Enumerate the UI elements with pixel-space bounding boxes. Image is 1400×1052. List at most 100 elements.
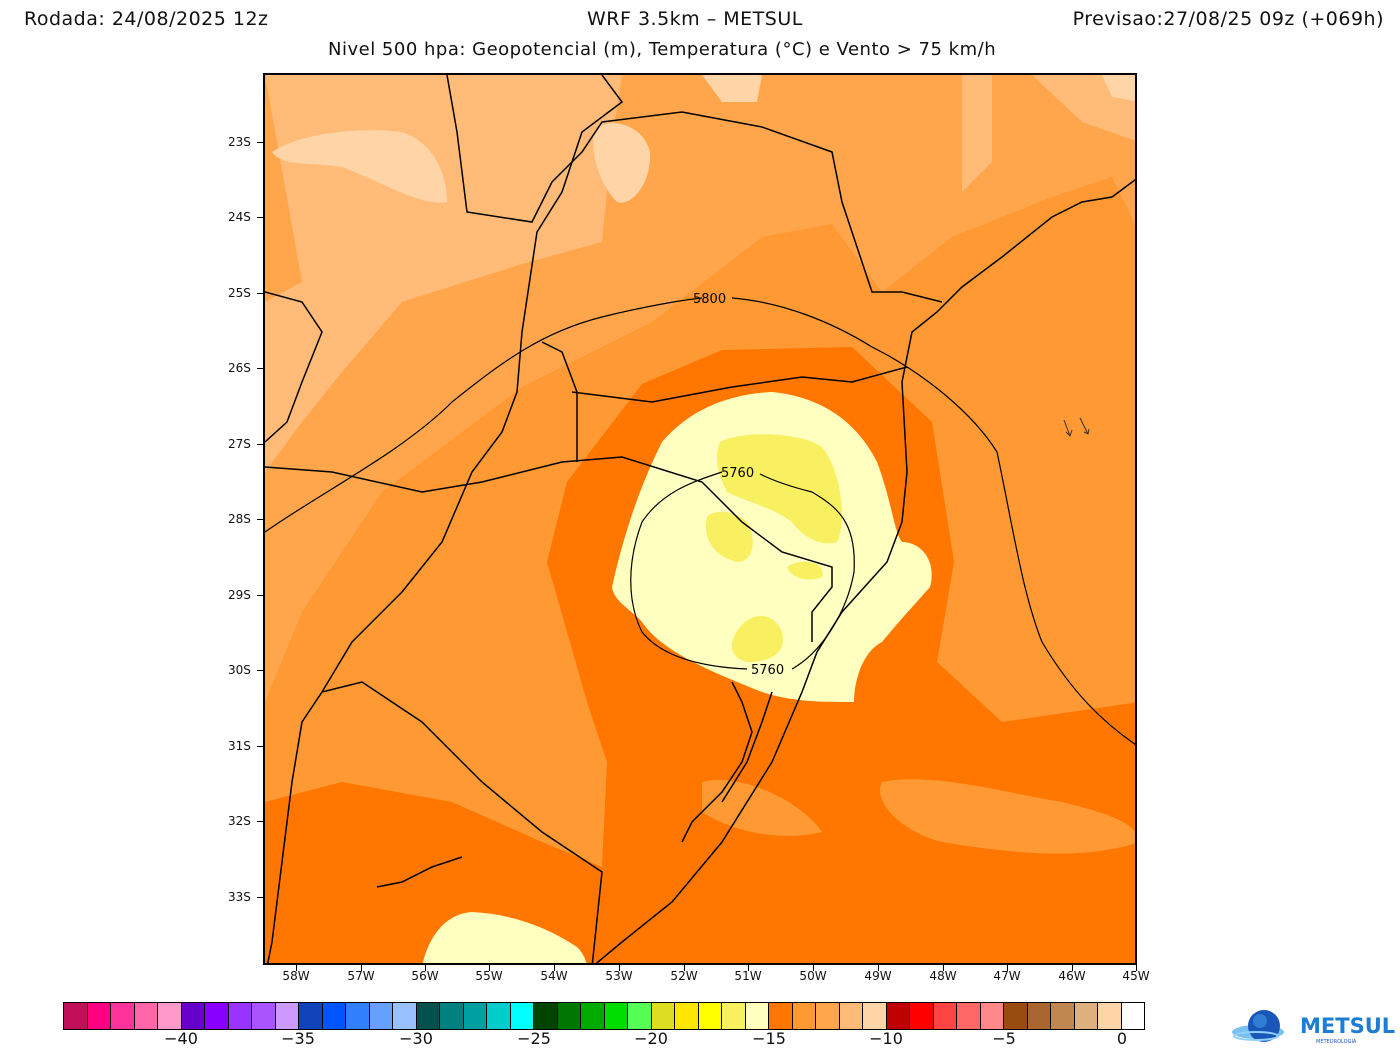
colorbar-swatch bbox=[1098, 1003, 1122, 1029]
lon-tick bbox=[684, 965, 685, 971]
lon-label: 57W bbox=[347, 969, 375, 983]
colorbar-swatch bbox=[886, 1003, 910, 1029]
lon-tick bbox=[1072, 965, 1073, 971]
lon-tick bbox=[489, 965, 490, 971]
colorbar-swatch bbox=[769, 1003, 793, 1029]
svg-text:METEOROLOGIA: METEOROLOGIA bbox=[1316, 1039, 1357, 1045]
colorbar-swatch bbox=[299, 1003, 323, 1029]
lon-tick bbox=[361, 965, 362, 971]
contour-label-5760: 5760 bbox=[721, 466, 754, 481]
colorbar-label: −35 bbox=[281, 1029, 315, 1048]
lat-label: 31S bbox=[228, 739, 251, 753]
lat-tick bbox=[257, 368, 263, 369]
colorbar-swatch bbox=[980, 1003, 1004, 1029]
colorbar-swatch bbox=[393, 1003, 417, 1029]
state-border bbox=[571, 366, 908, 403]
coastline bbox=[595, 179, 1135, 963]
lat-label: 27S bbox=[228, 437, 251, 451]
temp-field-peach bbox=[265, 75, 1135, 472]
state-border bbox=[265, 291, 323, 443]
forecast-time-label: Previsao:27/08/25 09z (+069h) bbox=[1072, 8, 1384, 30]
lat-label: 32S bbox=[228, 814, 251, 828]
colorbar-swatch bbox=[205, 1003, 229, 1029]
state-border bbox=[446, 75, 943, 303]
colorbar-label: −15 bbox=[752, 1029, 786, 1048]
colorbar-swatch bbox=[440, 1003, 464, 1029]
colorbar-swatch bbox=[1074, 1003, 1098, 1029]
lat-tick bbox=[257, 670, 263, 671]
temp-field-orange-patch bbox=[702, 779, 1135, 854]
lon-label: 46W bbox=[1058, 969, 1086, 983]
colorbar-swatch bbox=[745, 1003, 769, 1029]
colorbar-swatch bbox=[252, 1003, 276, 1029]
colorbar-swatch bbox=[839, 1003, 863, 1029]
lat-tick bbox=[257, 519, 263, 520]
colorbar-swatch bbox=[1027, 1003, 1051, 1029]
colorbar-swatch bbox=[134, 1003, 158, 1029]
colorbar-swatch bbox=[581, 1003, 605, 1029]
lat-tick bbox=[257, 746, 263, 747]
temperature-colorbar bbox=[63, 1002, 1145, 1030]
colorbar-swatch bbox=[604, 1003, 628, 1029]
colorbar-swatch bbox=[957, 1003, 981, 1029]
lat-label: 24S bbox=[228, 210, 251, 224]
globe-icon: METSUL METEOROLOGIA bbox=[1232, 1010, 1395, 1045]
contour-label-5760: 5760 bbox=[751, 663, 784, 678]
colorbar-label: 0 bbox=[1116, 1029, 1128, 1048]
contour-5760 bbox=[630, 471, 855, 670]
lagoon bbox=[681, 681, 773, 843]
lon-tick bbox=[748, 965, 749, 971]
lon-tick bbox=[1136, 965, 1137, 971]
colorbar-swatch bbox=[322, 1003, 346, 1029]
lon-tick bbox=[878, 965, 879, 971]
run-date-label: Rodada: 24/08/2025 12z bbox=[24, 8, 269, 30]
lon-tick bbox=[425, 965, 426, 971]
lat-label: 25S bbox=[228, 286, 251, 300]
colorbar-swatch bbox=[1121, 1003, 1144, 1029]
colorbar-swatch bbox=[87, 1003, 111, 1029]
lon-label: 55W bbox=[475, 969, 503, 983]
lat-tick bbox=[257, 293, 263, 294]
river-plate bbox=[376, 856, 463, 888]
weather-map: 5800 5760 5760 bbox=[263, 73, 1137, 965]
wind-arrow-icon bbox=[1063, 417, 1090, 437]
colorbar-label: −10 bbox=[869, 1029, 903, 1048]
colorbar-swatch bbox=[111, 1003, 135, 1029]
lon-label: 50W bbox=[799, 969, 827, 983]
contour-label-5800: 5800 bbox=[693, 292, 726, 307]
lat-label: 26S bbox=[228, 361, 251, 375]
lon-label: 53W bbox=[605, 969, 633, 983]
colorbar-swatch bbox=[228, 1003, 252, 1029]
colorbar-swatch bbox=[275, 1003, 299, 1029]
colorbar-swatch bbox=[64, 1003, 88, 1029]
colorbar-swatch bbox=[510, 1003, 534, 1029]
colorbar-swatch bbox=[651, 1003, 675, 1029]
colorbar-swatch bbox=[628, 1003, 652, 1029]
metsul-logo: METSUL METEOROLOGIA bbox=[1232, 1008, 1397, 1048]
lat-label: 23S bbox=[228, 135, 251, 149]
lon-label: 52W bbox=[670, 969, 698, 983]
lon-label: 58W bbox=[282, 969, 310, 983]
colorbar-swatch bbox=[463, 1003, 487, 1029]
lat-tick bbox=[257, 142, 263, 143]
lat-tick bbox=[257, 595, 263, 596]
lon-label: 47W bbox=[993, 969, 1021, 983]
coastline-and-borders bbox=[265, 75, 1135, 963]
lon-tick bbox=[619, 965, 620, 971]
lon-label: 48W bbox=[929, 969, 957, 983]
lon-tick bbox=[1007, 965, 1008, 971]
lon-label: 49W bbox=[864, 969, 892, 983]
colorbar-swatch bbox=[534, 1003, 558, 1029]
colorbar-swatch bbox=[1051, 1003, 1075, 1029]
lon-tick bbox=[296, 965, 297, 971]
colorbar-swatch bbox=[675, 1003, 699, 1029]
svg-text:METSUL: METSUL bbox=[1300, 1014, 1395, 1038]
map-subtitle: Nivel 500 hpa: Geopotencial (m), Tempera… bbox=[328, 39, 997, 60]
lat-label: 29S bbox=[228, 588, 251, 602]
colorbar-swatch bbox=[346, 1003, 370, 1029]
colorbar-swatch bbox=[910, 1003, 934, 1029]
country-border bbox=[321, 681, 603, 963]
country-border bbox=[267, 75, 624, 963]
colorbar-swatch bbox=[158, 1003, 182, 1029]
colorbar-swatch bbox=[816, 1003, 840, 1029]
